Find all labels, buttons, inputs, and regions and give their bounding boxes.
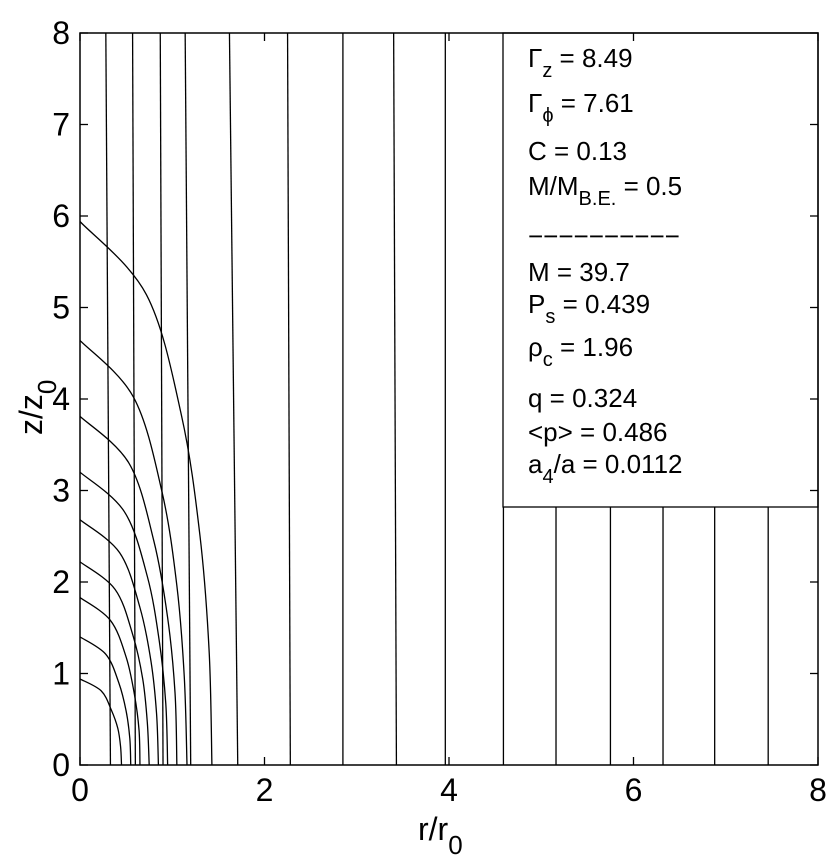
annotation: Ps = 0.439 (528, 289, 650, 328)
annotation: ρc = 1.96 (528, 332, 633, 371)
annotation-main: M = 39.7 (528, 257, 630, 287)
contour-line (286, 33, 291, 765)
y-tick-label: 4 (52, 381, 70, 417)
annotation-sub: s (545, 306, 555, 328)
y-label-sub: 0 (32, 380, 62, 394)
annotation: −−−−−−−−−− (528, 221, 680, 251)
y-axis-label: z/z0 (13, 380, 62, 435)
x-tick-label: 0 (71, 772, 89, 808)
annotation: M/MB.E. = 0.5 (528, 171, 682, 210)
y-tick-label: 2 (52, 564, 70, 600)
y-tick-label: 8 (52, 15, 70, 51)
contour-line (228, 33, 239, 765)
y-tick-label: 0 (52, 747, 70, 783)
contour-line (80, 597, 141, 765)
y-tick-label: 3 (52, 473, 70, 509)
y-tick-label: 1 (52, 656, 70, 692)
annotation-tail: = 8.49 (552, 43, 632, 73)
annotation-main: q = 0.324 (528, 383, 637, 413)
annotation: q = 0.324 (528, 383, 637, 413)
annotation-tail: = 0.439 (555, 289, 650, 319)
annotation-main: a (528, 449, 543, 479)
contour-line (80, 471, 169, 765)
annotation-sub: z (542, 60, 552, 82)
annotation-main: P (528, 289, 545, 319)
annotation-main: −−−−−−−−−− (528, 221, 680, 251)
contour-line (80, 636, 132, 765)
annotation: C = 0.13 (528, 136, 627, 166)
annotation: a4/a = 0.0112 (528, 449, 683, 488)
contour-line (80, 561, 150, 765)
annotation-tail: /a = 0.0112 (554, 449, 683, 479)
annotation-main: Γ (528, 88, 542, 118)
y-label-main: z/z (13, 394, 49, 435)
annotation-tail: = 1.96 (553, 332, 633, 362)
annotation-sub: ϕ (542, 105, 553, 127)
x-axis-label: r/r0 (418, 811, 463, 860)
annotation-tail: = 0.5 (616, 171, 682, 201)
annotation-main: ρ (528, 332, 543, 362)
annotation-tail: = 7.61 (554, 88, 634, 118)
annotation: M = 39.7 (528, 257, 630, 287)
y-tick-label: 7 (52, 107, 70, 143)
annotation: Γϕ = 7.61 (528, 88, 634, 127)
contour-line (159, 33, 164, 765)
annotation-main: C = 0.13 (528, 136, 627, 166)
x-label-main: r/r (418, 811, 449, 847)
x-tick-label: 6 (625, 772, 643, 808)
annotation-sub: 4 (542, 466, 553, 488)
x-tick-label: 8 (809, 772, 827, 808)
contour-line (393, 33, 398, 765)
plot (80, 33, 769, 765)
annotation-main: <p> = 0.486 (528, 417, 668, 447)
y-tick-label: 6 (52, 198, 70, 234)
x-tick-label: 2 (256, 772, 274, 808)
annotation: <p> = 0.486 (528, 417, 668, 447)
y-tick-label: 5 (52, 290, 70, 326)
x-tick-label: 4 (440, 772, 458, 808)
annotation-sub: c (543, 349, 553, 371)
annotation-main: M/M (528, 171, 579, 201)
contour-line (80, 415, 178, 765)
contour-line (80, 519, 160, 765)
contour-line (80, 678, 123, 765)
x-label-sub: 0 (448, 830, 462, 860)
contour-line (80, 221, 213, 765)
annotation-box (502, 32, 819, 508)
contour-line (184, 33, 192, 765)
contour-line (131, 33, 136, 765)
annotation: Γz = 8.49 (528, 43, 633, 82)
contour-line (105, 33, 112, 765)
annotation-main: Γ (528, 43, 542, 73)
annotation-sub: B.E. (579, 188, 617, 210)
